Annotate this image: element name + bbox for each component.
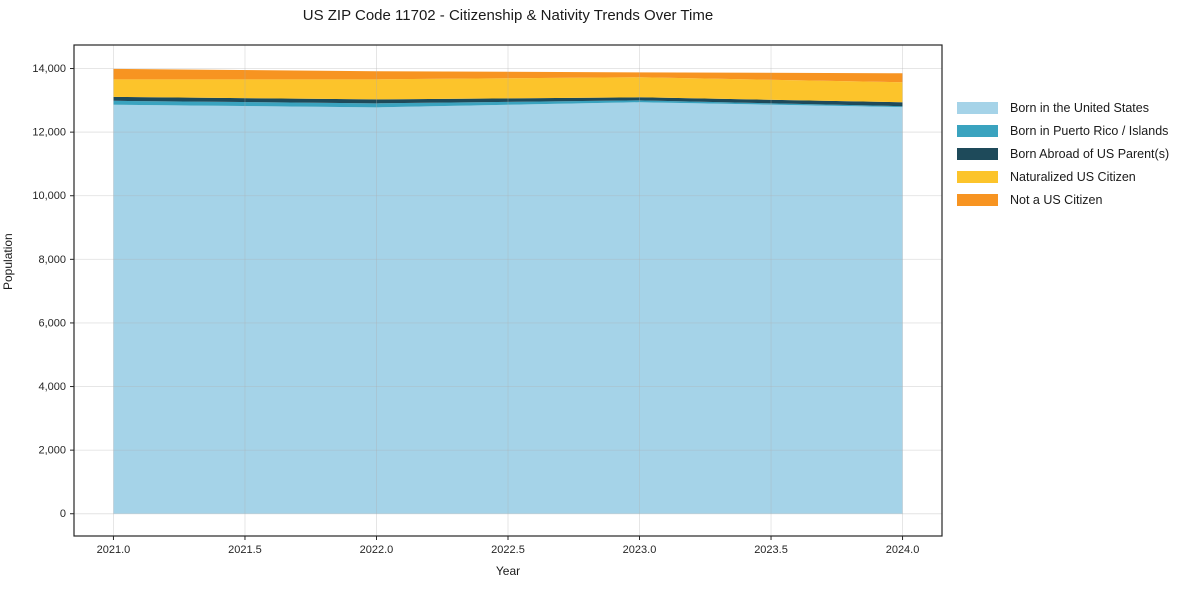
legend-swatch <box>957 171 998 183</box>
legend-label: Born in Puerto Rico / Islands <box>1010 124 1169 138</box>
legend-item-not-a-us-citizen: Not a US Citizen <box>957 193 1169 207</box>
legend-swatch <box>957 194 998 206</box>
stacked-area-born-in-the-united-states <box>113 102 903 514</box>
legend-label: Naturalized US Citizen <box>1010 170 1136 184</box>
y-tick-label: 12,000 <box>32 127 66 139</box>
x-axis-label: Year <box>495 564 521 578</box>
stacked-area-not-a-us-citizen <box>113 68 903 83</box>
x-tick-label: 2021.0 <box>97 544 131 556</box>
legend-item-born-abroad-of-us-parent-s: Born Abroad of US Parent(s) <box>957 147 1170 161</box>
x-tick-label: 2023.5 <box>754 544 788 556</box>
chart-title: US ZIP Code 11702 - Citizenship & Nativi… <box>302 7 714 24</box>
y-tick-label: 8,000 <box>38 254 66 266</box>
x-tick-label: 2024.0 <box>886 544 920 556</box>
legend-label: Not a US Citizen <box>1010 193 1103 207</box>
y-tick-label: 2,000 <box>38 445 66 457</box>
legend-item-born-in-the-united-states: Born in the United States <box>957 101 1169 115</box>
x-tick-label: 2023.0 <box>623 544 657 556</box>
y-tick-label: 0 <box>60 508 66 520</box>
stacked-area-naturalized-us-citizen <box>113 77 903 103</box>
legend-item-born-in-puerto-rico-islands: Born in Puerto Rico / Islands <box>957 124 1169 138</box>
stacked-area-born-in-puerto-rico-islands <box>113 100 903 108</box>
x-tick-label: 2022.5 <box>491 544 525 556</box>
legend-item-naturalized-us-citizen: Naturalized US Citizen <box>957 170 1169 184</box>
legend-label: Born Abroad of US Parent(s) <box>1010 147 1170 161</box>
stacked-area-born-abroad-of-us-parent-s <box>113 96 903 107</box>
legend-swatch <box>957 102 998 114</box>
y-tick-label: 10,000 <box>32 190 66 202</box>
legend-swatch <box>957 125 998 137</box>
legend-swatch <box>957 148 998 160</box>
legend-label: Born in the United States <box>1010 101 1149 115</box>
y-tick-label: 14,000 <box>32 63 66 75</box>
y-axis-label: Population <box>1 233 15 290</box>
x-tick-label: 2021.5 <box>228 544 262 556</box>
y-tick-label: 6,000 <box>38 317 66 329</box>
y-tick-label: 4,000 <box>38 381 66 393</box>
x-tick-label: 2022.0 <box>360 544 394 556</box>
legend: Born in the United States Born in Puerto … <box>957 101 1170 207</box>
